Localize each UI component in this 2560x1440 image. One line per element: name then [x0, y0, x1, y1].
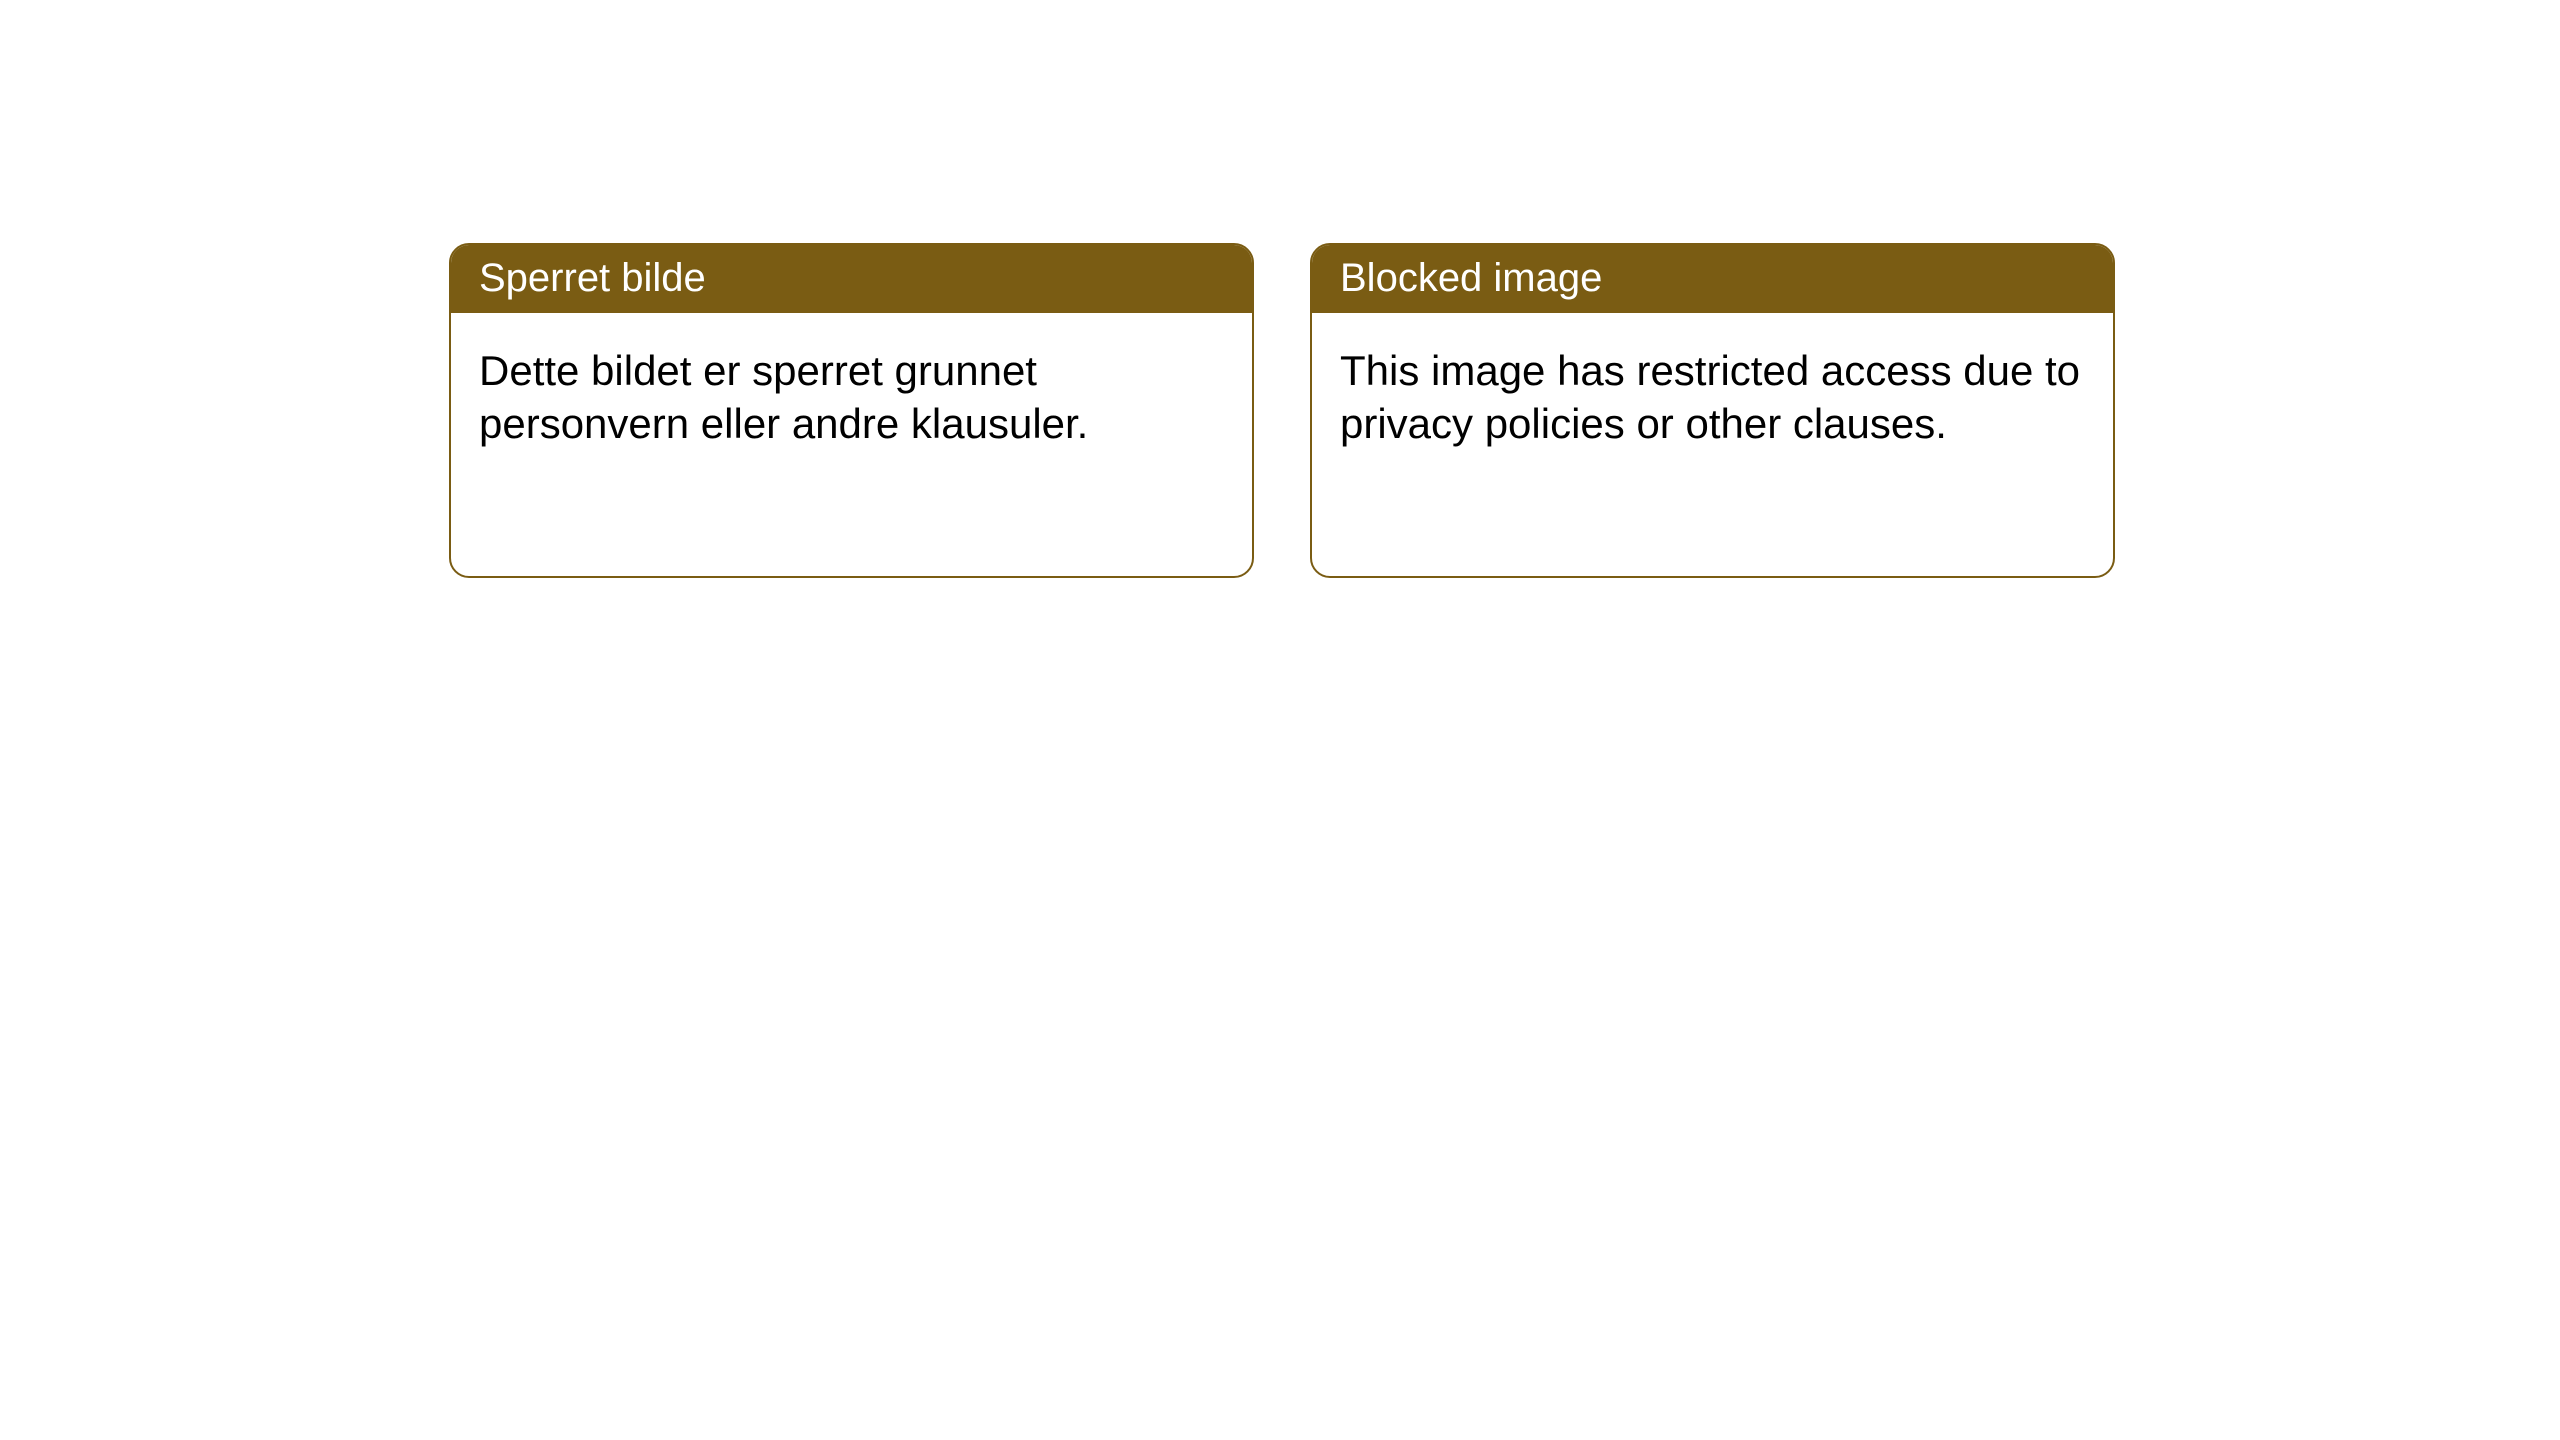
notice-container: Sperret bilde Dette bildet er sperret gr…	[0, 0, 2560, 578]
card-body-no: Dette bildet er sperret grunnet personve…	[451, 313, 1252, 482]
card-body-en: This image has restricted access due to …	[1312, 313, 2113, 482]
card-header-en: Blocked image	[1312, 245, 2113, 313]
blocked-image-card-en: Blocked image This image has restricted …	[1310, 243, 2115, 578]
card-header-no: Sperret bilde	[451, 245, 1252, 313]
blocked-image-card-no: Sperret bilde Dette bildet er sperret gr…	[449, 243, 1254, 578]
